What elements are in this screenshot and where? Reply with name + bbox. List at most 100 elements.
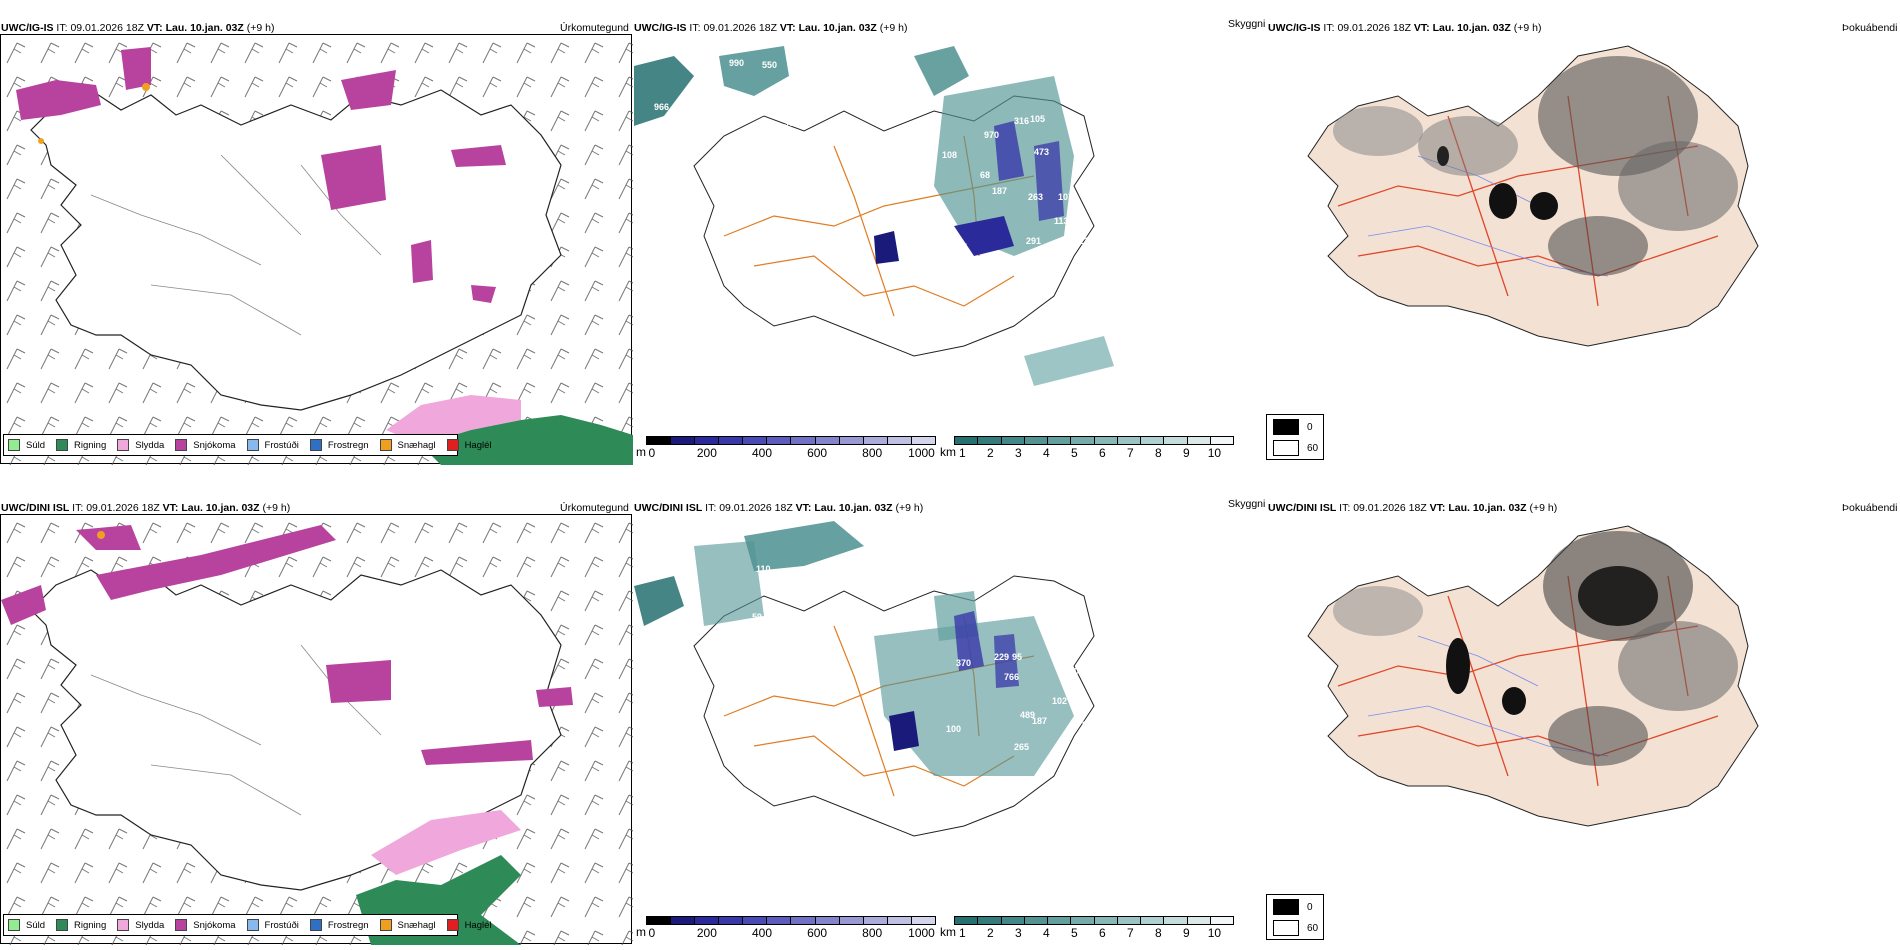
ceiling-colorbar-boxes xyxy=(646,436,936,445)
cloud-legend-item: 0 xyxy=(1273,899,1313,915)
legend-swatch xyxy=(56,919,69,931)
fog-map-svg-2 xyxy=(1307,525,1759,827)
fog-header-1: UWC/IG-IS IT: 09.01.2026 18Z VT: Lau. 10… xyxy=(1268,22,1542,34)
vis-value-label: 110 xyxy=(756,564,771,574)
legend-swatch xyxy=(175,919,188,931)
vis-value-label: 19 xyxy=(776,618,787,628)
vis-title-2: Skyggni xyxy=(1228,498,1266,510)
legend-swatch xyxy=(446,919,459,931)
vis-value-label: 967 xyxy=(874,58,890,68)
precip-map-1[interactable] xyxy=(0,34,633,465)
ceiling-tick: 1000 xyxy=(908,926,935,940)
vis-value-labels-2: 980 825 946 110 99 884 121 97 59 19 333 … xyxy=(634,516,1234,910)
fog-header-2: UWC/DINI ISL IT: 09.01.2026 18Z VT: Lau.… xyxy=(1268,502,1558,514)
vis-tick: 5 xyxy=(1071,446,1078,460)
vis-value-label: 187 xyxy=(1032,716,1048,726)
vis-value-label: 229 xyxy=(994,652,1010,662)
vis-value-label: 221 xyxy=(1074,236,1090,246)
vis-value-label: 121 xyxy=(1070,616,1086,626)
legend-item: Frostúði xyxy=(246,439,299,451)
vis-value-label: 68 xyxy=(980,170,991,180)
precip-map-2[interactable] xyxy=(0,514,633,945)
vis-value-label: 137 xyxy=(1142,740,1158,750)
vis-value-label: 24 xyxy=(1072,778,1083,788)
vis-value-label: 489 xyxy=(1020,710,1036,720)
ceiling-tick: 600 xyxy=(807,926,828,940)
precip-header-2: UWC/DINI ISL IT: 09.01.2026 18Z VT: Lau.… xyxy=(1,502,291,514)
vis-value-label: 107 xyxy=(1058,192,1074,202)
ceiling-colorbar-1: m 0 200 400 600 800 1000 xyxy=(636,436,936,460)
vis-value-label: 946 xyxy=(994,522,1010,532)
cloud-swatch xyxy=(1273,440,1299,456)
vis-tick: 2 xyxy=(987,926,994,940)
legend-swatch xyxy=(379,919,392,931)
cloud-legend-item: 60 xyxy=(1273,440,1318,456)
cloud-swatch xyxy=(1273,899,1299,915)
ceiling-ticks: 0 200 400 600 800 1000 xyxy=(646,445,936,460)
fog-map-1[interactable] xyxy=(1268,36,1900,430)
vis-map-1[interactable]: 990 550 967 966 310 98 1 315 697 970 316… xyxy=(634,36,1234,430)
precip-map-svg-1 xyxy=(1,35,633,465)
fog-map-2[interactable] xyxy=(1268,516,1900,910)
precip-title-1: Úrkomutegund xyxy=(560,22,629,34)
legend-item: Haglél xyxy=(446,919,492,931)
vis-tick: 6 xyxy=(1099,446,1106,460)
vis-unit: km xyxy=(940,925,956,939)
ceiling-tick: 1000 xyxy=(908,446,935,460)
vis-value-label: 291 xyxy=(1026,236,1042,246)
legend-swatch xyxy=(117,439,130,451)
legend-item: Snæhagl xyxy=(379,919,436,931)
vis-value-label: 825 xyxy=(860,536,876,546)
ceiling-ticks: 0 200 400 600 800 1000 xyxy=(646,925,936,940)
legend-item: Slydda xyxy=(117,919,164,931)
vis-tick: 6 xyxy=(1099,926,1106,940)
vis-colorbar-boxes xyxy=(954,436,1234,445)
vis-tick: 5 xyxy=(1071,926,1078,940)
legend-item: Snæhagl xyxy=(379,439,436,451)
legend-item: Rigning xyxy=(56,439,106,451)
legend-item: Snjókoma xyxy=(175,439,236,451)
vis-tick: 4 xyxy=(1043,926,1050,940)
ceiling-tick: 600 xyxy=(807,446,828,460)
legend-swatch xyxy=(246,919,259,931)
vis-value-label: 884 xyxy=(830,562,846,572)
vis-value-label: 165 xyxy=(1110,726,1126,736)
vis-tick: 10 xyxy=(1207,446,1222,460)
precip-legend-2: Súld Rigning Slydda Snjókoma Frostúði Fr… xyxy=(3,914,492,936)
vis-value-label: 446 xyxy=(1082,102,1098,112)
vis-value-label: 980 xyxy=(890,524,906,534)
vis-tick: 7 xyxy=(1127,446,1134,460)
vis-map-svg-1 xyxy=(634,46,1114,386)
ceiling-colorbar-2: m 0 200 400 600 800 1000 xyxy=(636,916,936,940)
legend-item: Frostregn xyxy=(309,439,369,451)
legend-item: Frostúði xyxy=(246,919,299,931)
vis-value-label: 18 xyxy=(1058,772,1069,782)
sleet-area xyxy=(386,395,521,445)
vis-value-label: 1 xyxy=(745,134,751,144)
vis-tick: 3 xyxy=(1015,926,1022,940)
vis-value-label: 310 xyxy=(760,108,776,118)
vis-value-label: 102 xyxy=(1052,696,1068,706)
vis-value-label: 966 xyxy=(654,102,670,112)
iceland-outline xyxy=(30,89,562,411)
cloud-legend-1: 0 60 xyxy=(1266,414,1324,460)
vis-tick: 9 xyxy=(1183,446,1190,460)
cloud-legend-2: 0 60 xyxy=(1266,894,1324,940)
legend-item: Slydda xyxy=(117,439,164,451)
vis-value-label: 473 xyxy=(1034,147,1050,157)
vis-value-label: 84 xyxy=(1082,720,1093,730)
vis-value-label: 333 xyxy=(1044,602,1060,612)
ceiling-unit: m xyxy=(636,445,646,459)
ceiling-tick: 0 xyxy=(648,446,656,460)
vis-tick: 1 xyxy=(959,446,966,460)
ceiling-tick: 0 xyxy=(648,926,656,940)
vis-map-2[interactable]: 980 825 946 110 99 884 121 97 59 19 333 … xyxy=(634,516,1234,910)
vis-title-1: Skyggni xyxy=(1228,18,1266,30)
vis-tick: 1 xyxy=(959,926,966,940)
legend-swatch xyxy=(309,439,322,451)
ceiling-tick: 200 xyxy=(696,446,717,460)
vis-tick: 10 xyxy=(1207,926,1222,940)
fog-map-svg-1 xyxy=(1307,45,1759,347)
ceiling-unit: m xyxy=(636,925,646,939)
vis-value-label: 315 xyxy=(770,143,786,153)
